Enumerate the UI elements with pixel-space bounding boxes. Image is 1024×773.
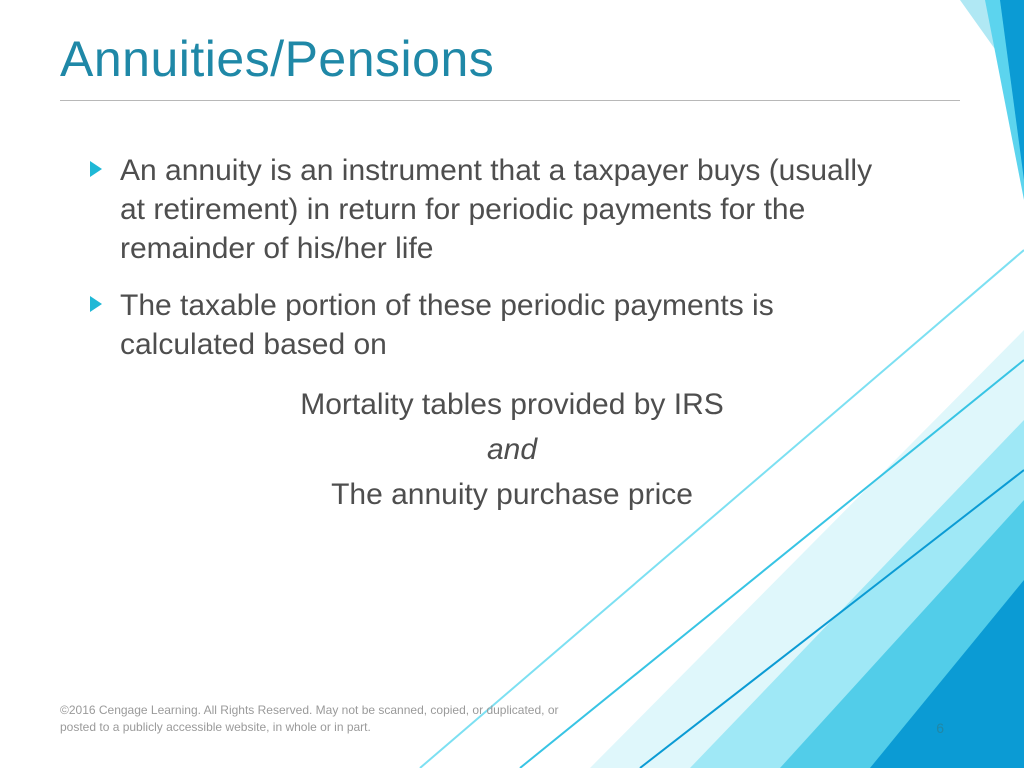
bullet-icon	[90, 296, 102, 312]
slide-title: Annuities/Pensions	[60, 30, 964, 88]
bullet-icon	[90, 161, 102, 177]
centered-line: Mortality tables provided by IRS	[60, 382, 964, 427]
copyright-text: ©2016 Cengage Learning. All Rights Reser…	[60, 702, 580, 736]
centered-line-italic: and	[60, 427, 964, 472]
page-number: 6	[936, 720, 944, 736]
slide-footer: ©2016 Cengage Learning. All Rights Reser…	[60, 702, 964, 736]
bullet-list: An annuity is an instrument that a taxpa…	[60, 151, 964, 364]
title-underline	[60, 100, 960, 101]
centered-content: Mortality tables provided by IRS and The…	[60, 382, 964, 517]
centered-line: The annuity purchase price	[60, 472, 964, 517]
bullet-text: An annuity is an instrument that a taxpa…	[120, 151, 900, 268]
list-item: An annuity is an instrument that a taxpa…	[90, 151, 964, 268]
bullet-text: The taxable portion of these periodic pa…	[120, 286, 900, 364]
list-item: The taxable portion of these periodic pa…	[90, 286, 964, 364]
